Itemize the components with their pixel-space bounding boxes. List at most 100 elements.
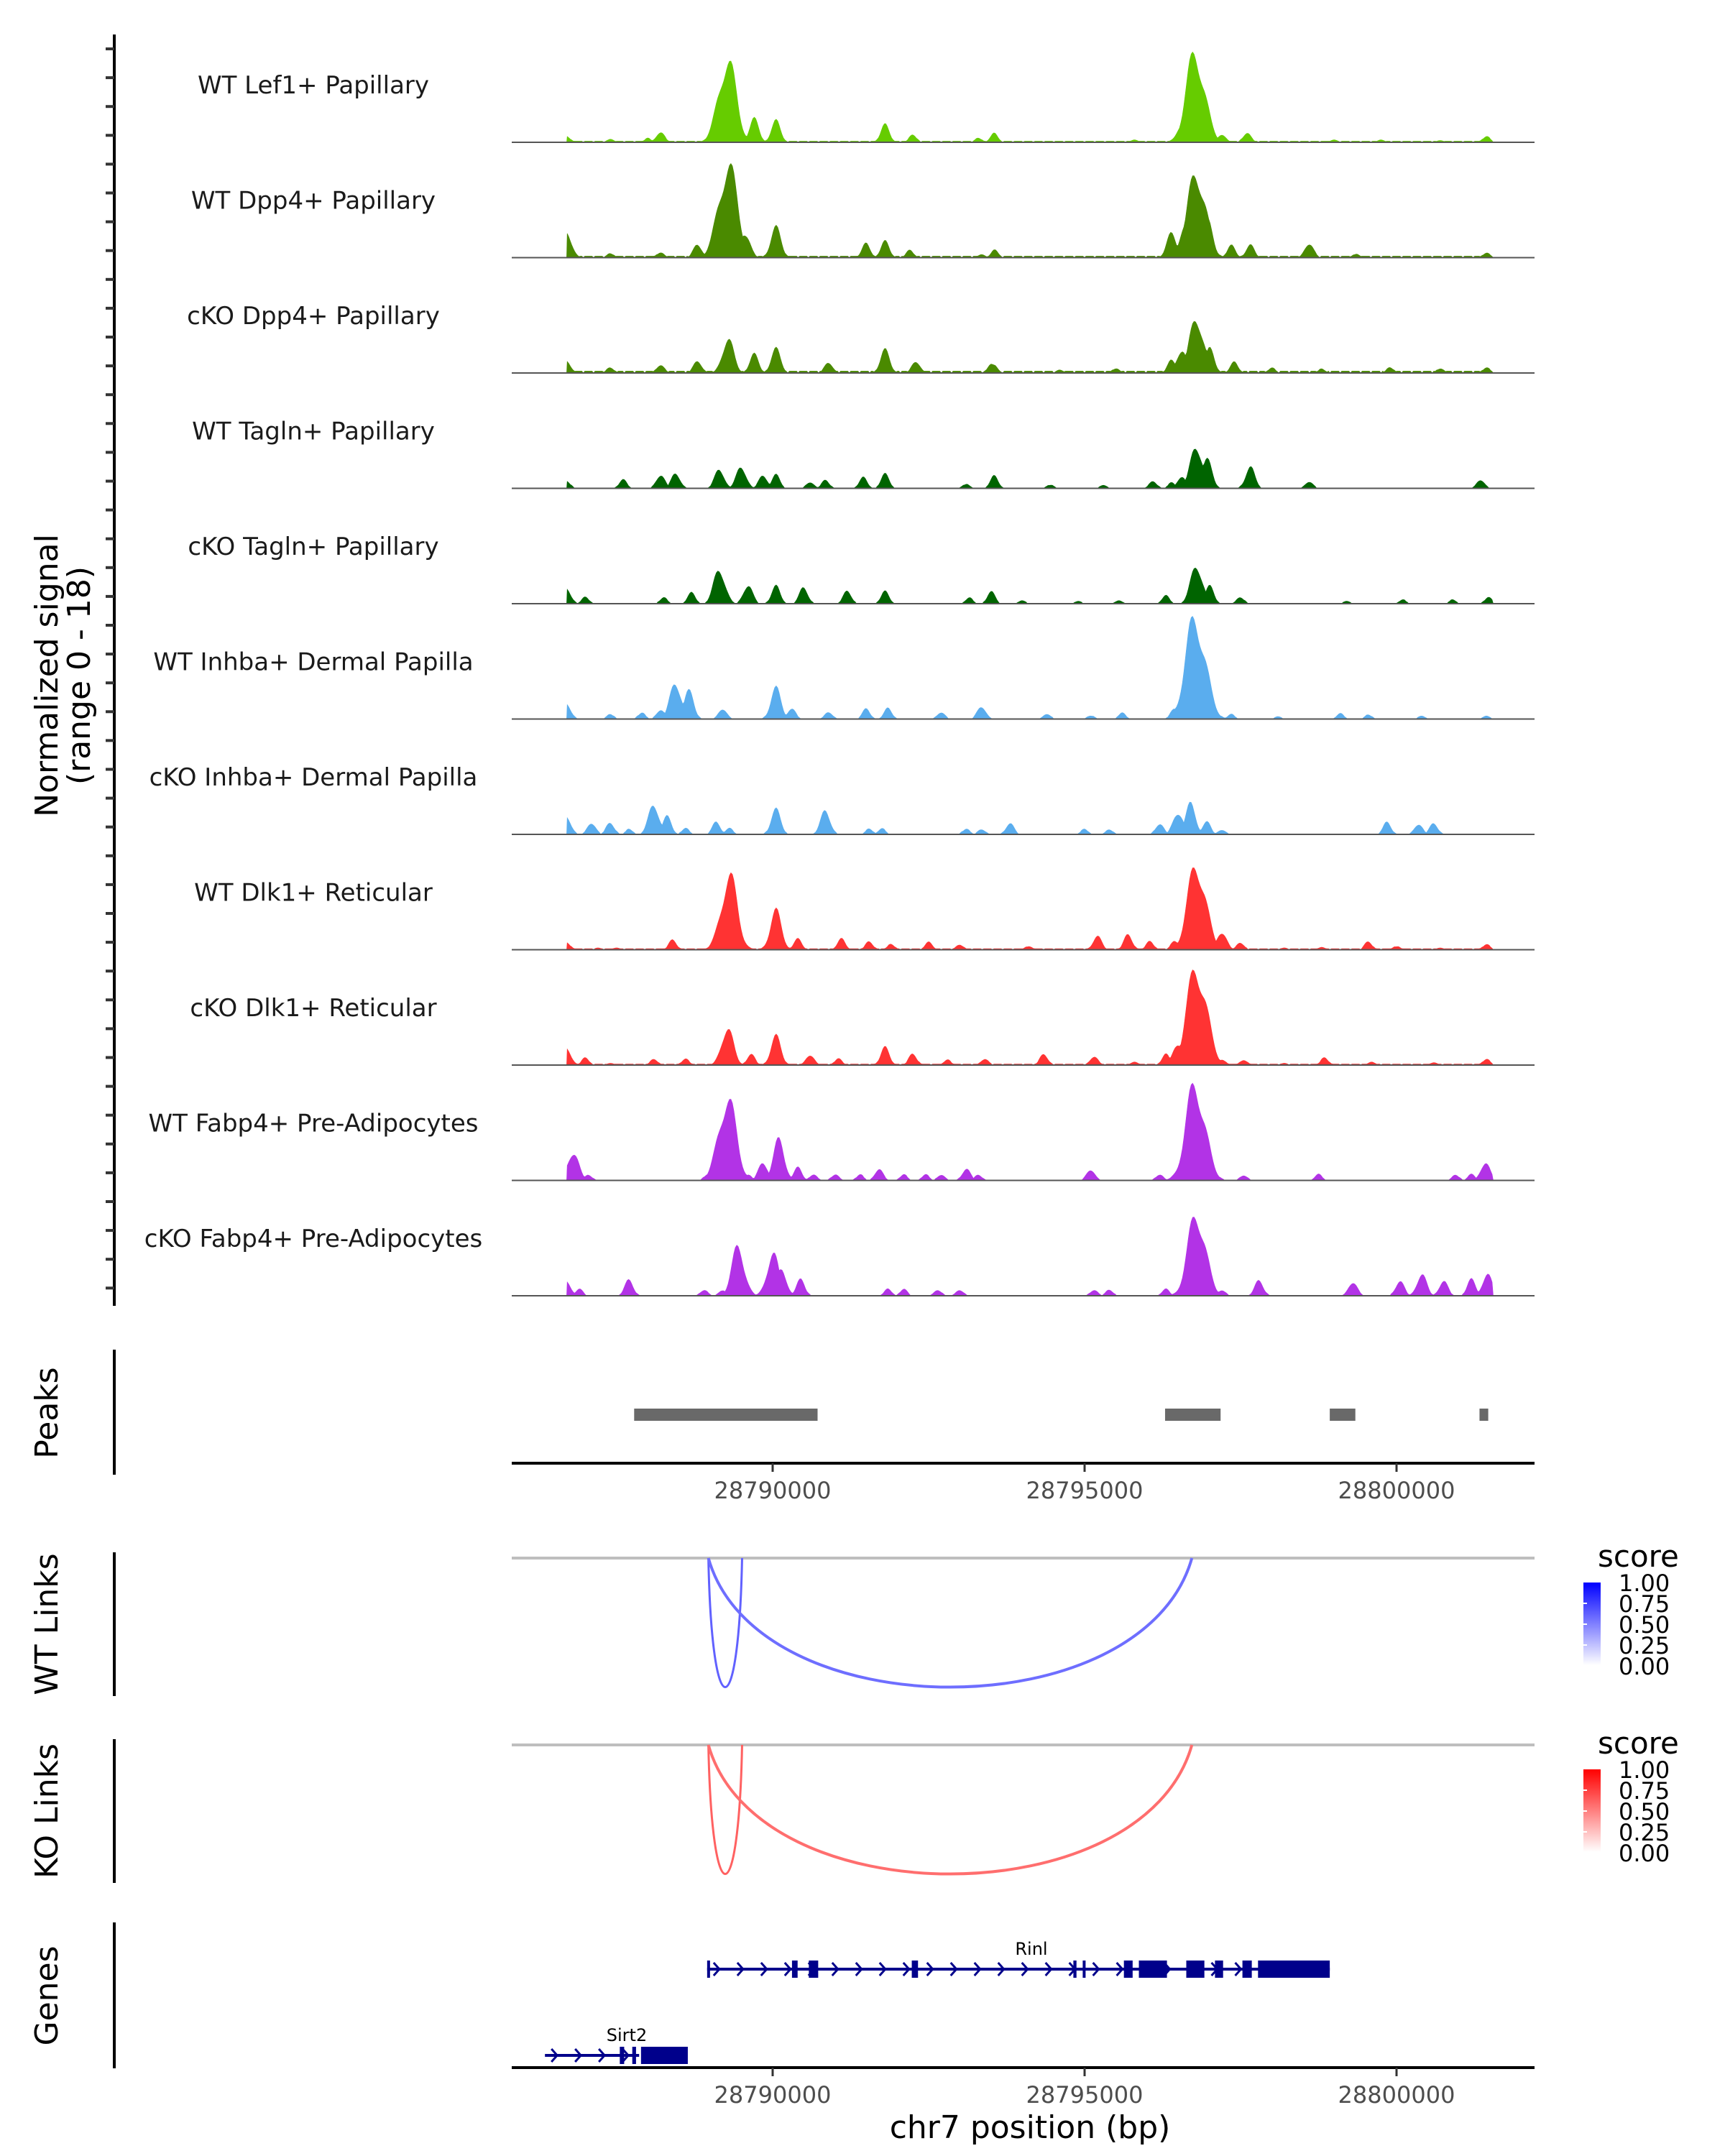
gene-model: Sirt2: [545, 2025, 688, 2064]
track-label: cKO Dlk1+ Reticular: [190, 994, 436, 1023]
x-tick-label: 28795000: [1026, 2081, 1144, 2109]
track-label: WT Dlk1+ Reticular: [194, 879, 433, 908]
coverage-track: cKO Fabp4+ Pre-Adipocytes: [144, 1217, 1535, 1296]
gene-model: Rinl: [707, 1939, 1330, 1978]
track-label: cKO Dpp4+ Papillary: [187, 302, 440, 331]
strand-arrow-icon: [973, 1962, 982, 1976]
strand-arrow-icon: [949, 1962, 958, 1976]
track-label: cKO Fabp4+ Pre-Adipocytes: [144, 1225, 483, 1253]
coverage-track: cKO Inhba+ Dermal Papilla: [150, 763, 1535, 835]
coverage-track: WT Inhba+ Dermal Papilla: [153, 616, 1535, 720]
link-arc: [707, 1744, 743, 1875]
legend-title: score: [1598, 1539, 1679, 1574]
coverage-area: [566, 867, 1494, 950]
x-axis-title: chr7 position (bp): [890, 2109, 1171, 2146]
x-tick-label: 28800000: [1338, 1477, 1455, 1504]
link-arc: [707, 1557, 1194, 1689]
coverage-track: WT Fabp4+ Pre-Adipocytes: [149, 1082, 1535, 1181]
peak-region: [1330, 1409, 1356, 1421]
gene-exon: [791, 1961, 798, 1978]
strand-arrow-icon: [1116, 1962, 1124, 1976]
strand-arrow-icon: [551, 2048, 559, 2063]
coverage-track: WT Dlk1+ Reticular: [194, 867, 1535, 951]
legend-tick-label: 0.00: [1619, 1840, 1670, 1867]
peak-region: [634, 1409, 818, 1421]
strand-arrow-icon: [855, 1962, 863, 1976]
coverage-track: WT Dpp4+ Papillary: [191, 162, 1535, 259]
gene-exon: [1073, 1961, 1077, 1978]
gene-name: Rinl: [1015, 1939, 1047, 1959]
strand-arrow-icon: [926, 1962, 934, 1976]
coverage-track: WT Tagln+ Papillary: [192, 418, 1535, 489]
x-tick-label: 28800000: [1338, 2081, 1455, 2109]
genes-track-label: Genes: [29, 1945, 65, 2045]
coverage-area: [566, 162, 1494, 258]
strand-arrow-icon: [736, 1962, 745, 1976]
legend-tick-label: 0.75: [1619, 1590, 1670, 1618]
peaks-track: [634, 1409, 1489, 1421]
x-axis-ticks-bottom: 28790000 28795000 28800000: [714, 2068, 1455, 2109]
track-label: cKO Tagln+ Papillary: [188, 533, 438, 561]
gene-exon: [707, 1961, 710, 1978]
coverage-area: [566, 321, 1494, 374]
strand-arrow-icon: [574, 2048, 583, 2063]
legend-tick-label: 0.25: [1619, 1819, 1670, 1846]
gene-exon: [640, 2047, 688, 2064]
peaks-track-label: Peaks: [29, 1367, 65, 1458]
track-label: WT Fabp4+ Pre-Adipocytes: [149, 1110, 479, 1138]
links-track-label: KO Links: [29, 1743, 65, 1879]
x-tick-label: 28790000: [714, 2081, 832, 2109]
track-label: cKO Inhba+ Dermal Papilla: [150, 763, 478, 792]
strand-arrow-icon: [878, 1962, 887, 1976]
legend-title: score: [1598, 1726, 1679, 1761]
gene-exon: [911, 1961, 919, 1978]
gene-exon: [620, 2047, 625, 2064]
strand-arrow-icon: [598, 2048, 607, 2063]
coverage-area: [566, 448, 1494, 489]
legend-tick-label: 0.50: [1619, 1611, 1670, 1639]
x-tick-label: 28795000: [1026, 1477, 1144, 1504]
coverage-area: [566, 1217, 1494, 1296]
gene-exon: [1258, 1961, 1330, 1978]
coverage-track: cKO Tagln+ Papillary: [188, 533, 1535, 604]
coverage-track: cKO Dpp4+ Papillary: [187, 302, 1535, 374]
gene-exon: [1082, 1961, 1086, 1978]
coverage-ylabel-line2: (range 0 - 18): [61, 566, 98, 785]
coverage-area: [566, 51, 1494, 143]
coverage-area: [566, 567, 1494, 604]
x-tick-label: 28790000: [714, 1477, 832, 1504]
strand-arrow-icon: [997, 1962, 1006, 1976]
legend-tick-label: 1.00: [1619, 1756, 1670, 1784]
strand-arrow-icon: [712, 1962, 721, 1976]
track-label: WT Lef1+ Papillary: [198, 71, 429, 100]
coverage-track: WT Lef1+ Papillary: [198, 51, 1535, 143]
coverage-panel: WT Lef1+ Papillary WT Dpp4+ Papillary cKO …: [144, 51, 1535, 1296]
gene-exon: [1215, 1961, 1223, 1978]
coverage-area: [566, 801, 1494, 835]
gene-exon: [809, 1961, 819, 1978]
coverage-y-ticks: [106, 47, 114, 1290]
gene-exon: [1186, 1961, 1205, 1978]
strand-arrow-icon: [622, 2048, 630, 2063]
coverage-area: [566, 969, 1494, 1066]
track-label: WT Inhba+ Dermal Papilla: [153, 648, 473, 677]
strand-arrow-icon: [1044, 1962, 1053, 1976]
legend-tick-label: 1.00: [1619, 1570, 1670, 1597]
gene-exon: [1242, 1961, 1252, 1978]
strand-arrow-icon: [902, 1962, 911, 1976]
genes-track: Rinl Sirt2: [545, 1939, 1330, 2064]
legend-tick-label: 0.25: [1619, 1632, 1670, 1659]
strand-arrow-icon: [760, 1962, 768, 1976]
strand-arrow-icon: [1021, 1962, 1029, 1976]
coverage-area: [566, 616, 1494, 719]
link-arc: [707, 1744, 1194, 1876]
legend-tick-label: 0.00: [1619, 1653, 1670, 1680]
gene-exon: [632, 2047, 636, 2064]
legend-tick-label: 0.75: [1619, 1777, 1670, 1805]
coverage-track: cKO Dlk1+ Reticular: [190, 969, 1535, 1066]
strand-arrow-icon: [831, 1962, 840, 1976]
